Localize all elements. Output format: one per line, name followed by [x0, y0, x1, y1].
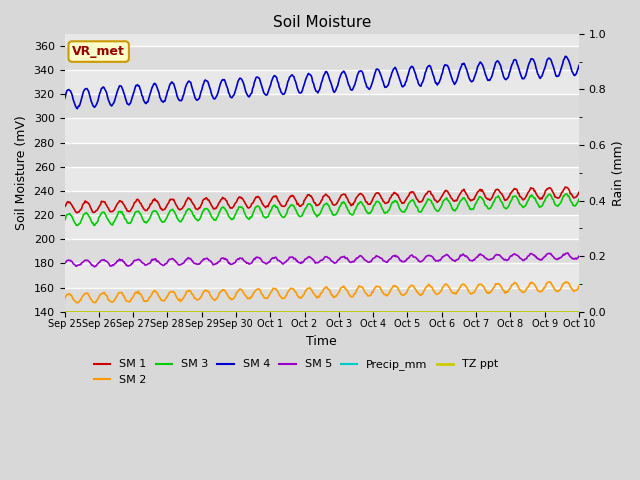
Text: VR_met: VR_met	[72, 45, 125, 58]
Bar	[65, 288, 579, 312]
Title: Soil Moisture: Soil Moisture	[273, 15, 371, 30]
Legend: SM 1, SM 2, SM 3, SM 4, SM 5, Precip_mm, TZ ppt: SM 1, SM 2, SM 3, SM 4, SM 5, Precip_mm,…	[89, 355, 503, 389]
Bar	[65, 239, 579, 264]
Y-axis label: Soil Moisture (mV): Soil Moisture (mV)	[15, 115, 28, 230]
X-axis label: Time: Time	[307, 335, 337, 348]
Bar	[65, 46, 579, 70]
Y-axis label: Rain (mm): Rain (mm)	[612, 140, 625, 205]
Bar	[65, 143, 579, 167]
Bar	[65, 95, 579, 119]
Bar	[65, 191, 579, 215]
